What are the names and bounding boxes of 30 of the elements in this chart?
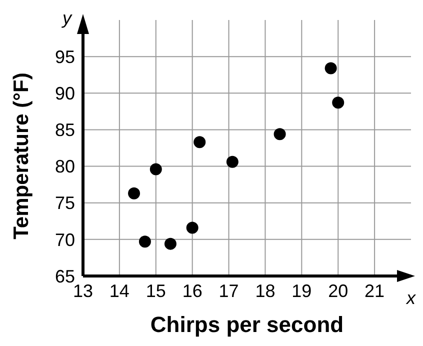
point <box>150 163 162 176</box>
y-tick-label: 75 <box>54 193 75 214</box>
point <box>138 236 151 248</box>
x-tick-label: 20 <box>328 280 348 301</box>
text: y <box>60 8 72 28</box>
y-tick-label: 70 <box>54 230 75 250</box>
y-tick-label: 90 <box>54 84 75 104</box>
point <box>194 136 206 148</box>
y-axis-title: Temperature (°F) <box>10 72 33 240</box>
x-tick-label: 15 <box>146 280 166 301</box>
text: x <box>406 288 416 308</box>
x-tick-label: 16 <box>182 280 202 301</box>
point <box>324 62 337 74</box>
x-tick-label: 19 <box>292 280 312 301</box>
point <box>128 187 140 200</box>
x-tick-label: 14 <box>109 280 130 301</box>
y-tick-label: 95 <box>54 46 75 67</box>
x-tick-label: 21 <box>364 280 385 301</box>
y-tick-label: 85 <box>54 120 75 140</box>
x-tick-label: 13 <box>72 280 94 301</box>
y-tick-label: 80 <box>54 156 75 177</box>
x-tick-label: 18 <box>255 280 276 301</box>
point <box>186 222 198 234</box>
point <box>164 238 176 250</box>
x-tick-label: 17 <box>218 280 239 301</box>
y-tick-label: 65 <box>54 266 75 286</box>
point <box>226 156 238 168</box>
point <box>274 128 286 140</box>
point <box>332 96 344 109</box>
x-axis-title: Chirps per second <box>150 312 344 337</box>
